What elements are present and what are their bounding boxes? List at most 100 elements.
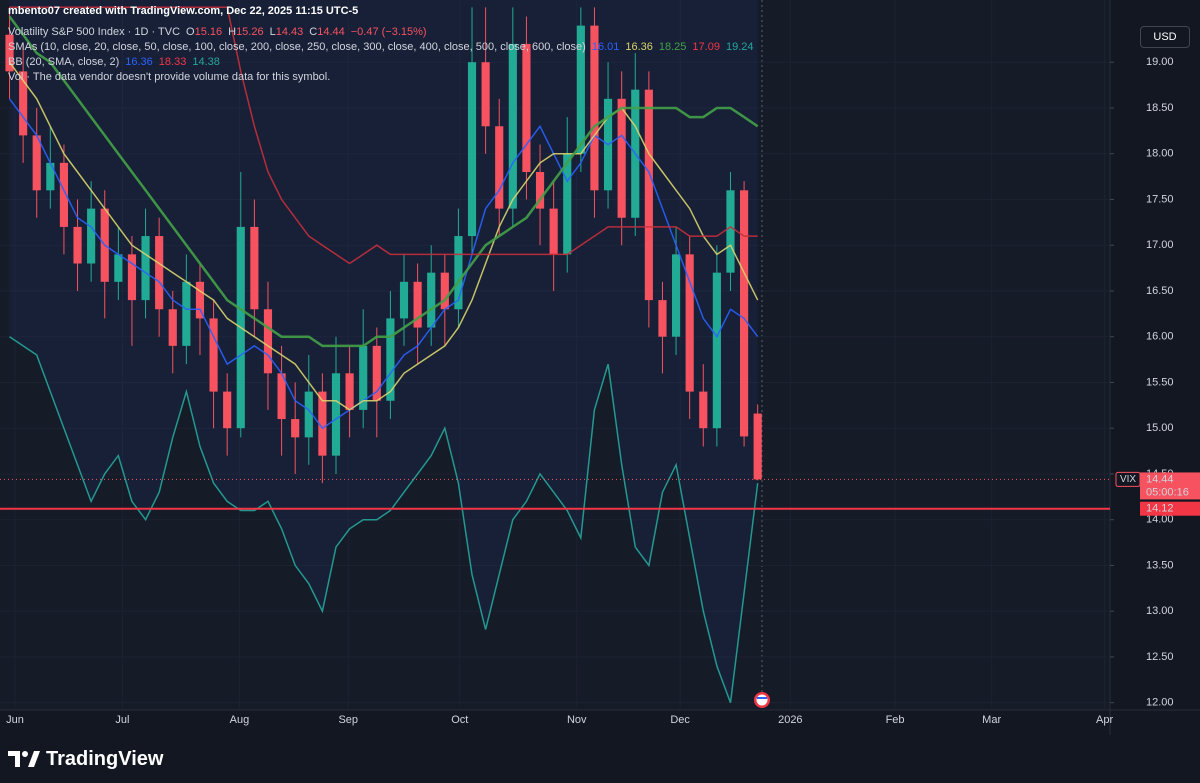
credit: mbento07 created with TradingView.com, D…	[8, 5, 359, 17]
y-tick-label: 13.00	[1146, 605, 1174, 617]
bb-value: 16.36	[125, 56, 153, 68]
event-flag-stripe	[757, 697, 767, 699]
y-tick-label: 12.50	[1146, 651, 1174, 663]
y-tick-label: 18.50	[1146, 102, 1174, 114]
price-tag	[1140, 472, 1200, 500]
event-icon[interactable]	[754, 692, 770, 708]
candle-body	[576, 25, 585, 154]
candle-body	[399, 281, 409, 319]
sma-value: 18.25	[658, 41, 687, 53]
candle-body	[345, 373, 354, 410]
candle-body	[277, 373, 286, 420]
candle-body	[549, 208, 558, 255]
legend-row: BB (20, SMA, close, 2) 16.36 18.33 14.38	[8, 55, 753, 70]
candle-body	[726, 190, 735, 273]
candle-body	[740, 190, 749, 437]
l-value: 14.43	[275, 26, 304, 38]
candle-body	[59, 162, 69, 227]
l-label: L	[269, 26, 276, 38]
symbol: Volatility S&P 500 Index · 1D · TVC	[8, 26, 181, 38]
brand: TradingView	[46, 747, 164, 770]
change: −0.47 (−3.15%)	[350, 26, 427, 38]
candle-body	[413, 281, 422, 328]
candle-body	[753, 413, 762, 480]
indicator-line	[8, 61, 759, 411]
indicator-line	[9, 6, 758, 265]
legend-row: Volatility S&P 500 Index · 1D · TVC O15.…	[8, 25, 753, 40]
candle-body	[5, 34, 14, 72]
y-tick-label: 19.00	[1146, 56, 1174, 68]
candle-body	[467, 62, 477, 237]
o-label: O	[186, 26, 195, 38]
sma-value: 16.01	[591, 41, 620, 53]
candle-body	[685, 254, 694, 392]
plot-background	[0, 0, 1110, 710]
y-tick-label: 17.00	[1146, 239, 1174, 251]
ohlc: H15.26	[228, 25, 263, 40]
level-tag	[1140, 501, 1200, 516]
candle-body	[495, 126, 504, 209]
y-tick-label: 14.00	[1146, 514, 1174, 526]
sma-value: 16.36	[625, 41, 653, 53]
legend: mbento07 created with TradingView.com, D…	[8, 4, 753, 85]
candle-body	[223, 391, 232, 429]
legend-row: mbento07 created with TradingView.com, D…	[8, 4, 753, 19]
candle-body	[359, 345, 368, 410]
y-tick-label: 15.00	[1146, 422, 1174, 434]
candle-body	[155, 236, 164, 310]
sma-value: 17.09	[692, 41, 720, 53]
price-tag-countdown: 05:00:16	[1146, 486, 1189, 498]
y-tick-label: 17.50	[1146, 193, 1174, 205]
x-tick-label: Feb	[886, 714, 905, 726]
candle-body	[114, 254, 123, 282]
candle-body	[508, 43, 517, 209]
c-value: 14.44	[317, 26, 345, 38]
ohlc: L14.43	[270, 25, 304, 40]
o-value: 15.16	[194, 26, 223, 38]
candle-body	[19, 71, 28, 136]
y-tick-label: 12.00	[1146, 697, 1174, 709]
ohlc: O15.16	[186, 25, 222, 40]
x-tick-label: 2026	[778, 714, 802, 726]
logo-icon	[8, 751, 40, 767]
y-tick-label: 15.50	[1146, 376, 1174, 388]
vol-note: Vol · The data vendor doesn't provide vo…	[8, 71, 331, 83]
candle-body	[263, 309, 273, 374]
event-flag[interactable]	[756, 694, 768, 706]
legend-row: Vol · The data vendor doesn't provide vo…	[8, 70, 753, 85]
plot	[0, 0, 1110, 703]
candle-body	[522, 43, 531, 173]
candle-body	[535, 172, 545, 209]
ohlc: C14.44	[309, 25, 344, 40]
sma-title: SMAs (10, close, 20, close, 50, close, 1…	[8, 41, 586, 53]
price-tag-symbol: VIX	[1120, 474, 1136, 485]
candle-body	[372, 345, 381, 401]
currency-button[interactable]: USD	[1140, 26, 1190, 48]
candle-body	[168, 309, 177, 346]
candle-body	[209, 318, 218, 392]
indicator-line	[8, 15, 759, 348]
bb-value: 18.33	[158, 56, 187, 68]
x-tick-label: Nov	[567, 714, 587, 726]
indicator-line	[8, 98, 759, 430]
x-tick-label: Dec	[670, 714, 690, 726]
candle-body	[32, 135, 41, 191]
price-tag-value: 14.44	[1146, 473, 1174, 485]
candle-body	[386, 318, 395, 401]
x-tick-label: Jul	[115, 714, 129, 726]
h-value: 15.26	[236, 26, 264, 38]
candle-body	[427, 272, 436, 328]
candle-body	[195, 281, 205, 319]
candle-body	[440, 272, 449, 310]
footer: TradingView	[0, 735, 1200, 783]
candle-body	[563, 153, 572, 255]
legend-row: SMAs (10, close, 20, close, 50, close, 1…	[8, 40, 753, 55]
candle-body	[250, 226, 259, 310]
x-tick-label: Aug	[230, 714, 250, 726]
chart: 12.0012.5013.0013.5014.0014.5015.0015.50…	[0, 0, 1200, 735]
y-tick-label: 13.50	[1146, 559, 1174, 571]
candle-body	[671, 254, 681, 337]
candle-body	[699, 391, 708, 429]
candle-body	[87, 208, 96, 264]
